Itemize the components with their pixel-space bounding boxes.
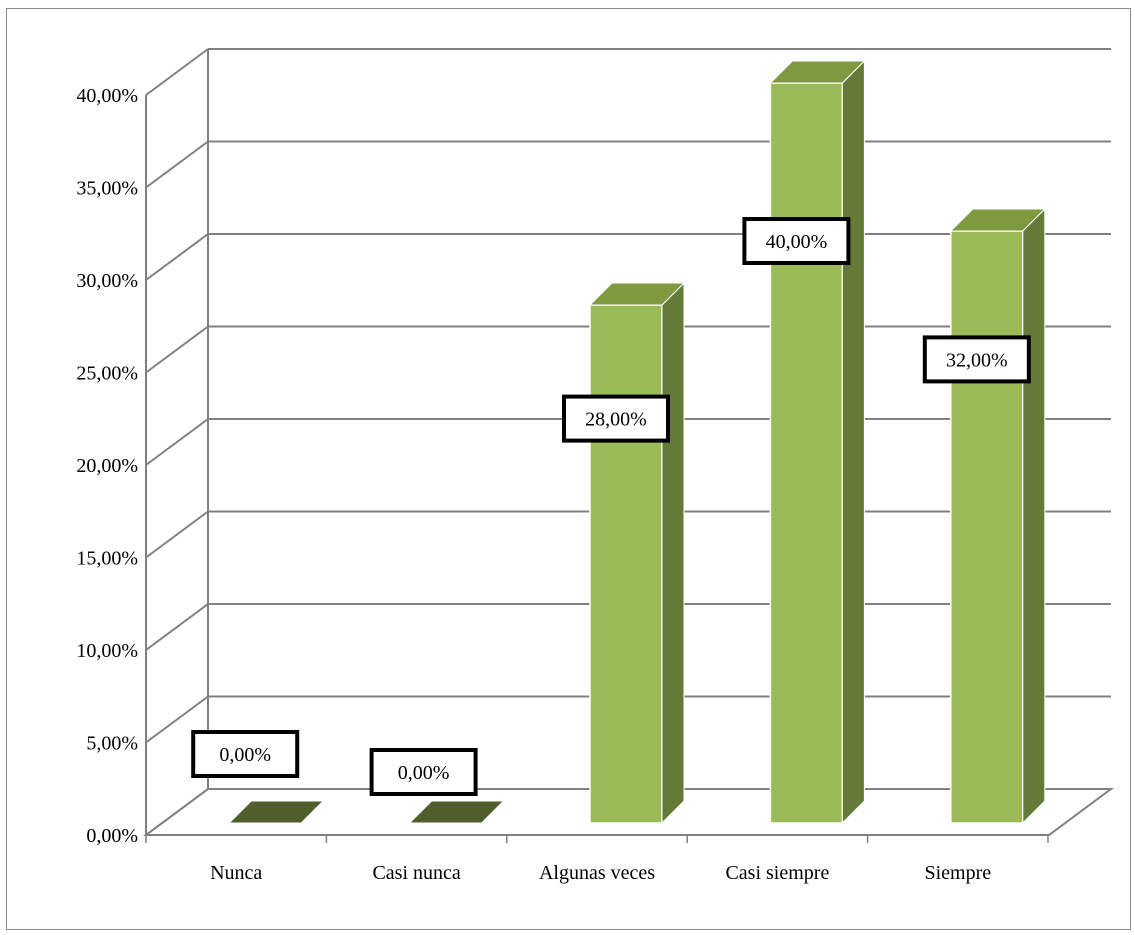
bar xyxy=(949,207,1047,825)
gridline-depth xyxy=(145,140,209,189)
x-ticks xyxy=(145,835,1049,843)
data-label-box xyxy=(369,748,478,796)
bar-zero xyxy=(227,800,325,824)
data-label-text: 32,00% xyxy=(946,349,1008,371)
data-label-box xyxy=(562,394,670,443)
bar-side xyxy=(1022,207,1046,825)
data-label-box xyxy=(191,730,300,778)
data-label-text: 0,00% xyxy=(219,744,271,766)
bar-front xyxy=(589,304,663,824)
bar xyxy=(227,800,325,824)
data-label-box xyxy=(922,335,1031,384)
bar xyxy=(408,800,505,824)
bar xyxy=(588,281,686,825)
bar-zero xyxy=(408,800,505,824)
x-category-label: Algunas veces xyxy=(539,862,655,884)
chart-frame: 0,00% 5,00% 10,00% 15,00% 20,00% 25,00% 30,00%… xyxy=(6,8,1131,930)
x-category-label: Casi siempre xyxy=(725,862,829,884)
y-tick-label: 35,00% xyxy=(76,178,138,200)
x-category-label: Nunca xyxy=(210,862,262,884)
y-tick-label: 20,00% xyxy=(76,455,138,477)
y-tick-label: 0,00% xyxy=(86,825,138,847)
bar-top xyxy=(769,60,866,84)
data-label: 32,00% xyxy=(922,335,1031,384)
y-tick-label: 5,00% xyxy=(86,733,138,755)
data-labels: 0,00% 0,00% 28,00% 40,00% 32,00% xyxy=(191,217,1031,796)
x-category-label: Siempre xyxy=(924,862,991,884)
gridline-depth xyxy=(145,233,209,281)
bar-top xyxy=(588,282,686,306)
y-tick-label: 40,00% xyxy=(76,85,138,107)
gridline-depth xyxy=(145,48,209,96)
x-category-label: Casi nunca xyxy=(372,862,460,884)
data-label-text: 28,00% xyxy=(585,409,647,431)
bar-top xyxy=(949,208,1047,232)
y-tick-label: 15,00% xyxy=(76,548,138,570)
data-label-text: 0,00% xyxy=(398,762,450,784)
bar-front xyxy=(769,82,844,824)
data-label-text: 40,00% xyxy=(766,231,828,253)
floor xyxy=(142,788,1115,836)
gridline-depth xyxy=(145,603,209,651)
bar-chart: 0,00% 5,00% 10,00% 15,00% 20,00% 25,00% 30,00%… xyxy=(76,48,1115,884)
bar xyxy=(769,59,866,825)
gridline-depth xyxy=(145,695,209,744)
gridline-depth xyxy=(145,510,209,559)
y-tick-labels: 0,00% 5,00% 10,00% 15,00% 20,00% 25,00% 30,00%… xyxy=(76,85,138,847)
bar-front xyxy=(950,230,1024,824)
data-label-box xyxy=(742,217,851,265)
y-tick-label: 25,00% xyxy=(76,363,138,385)
bar-side xyxy=(661,281,685,825)
y-tick-label: 30,00% xyxy=(76,270,138,292)
data-label: 28,00% xyxy=(562,394,670,443)
data-label: 0,00% xyxy=(191,730,300,778)
gridline-depth xyxy=(145,418,209,466)
bar-side xyxy=(841,59,865,825)
y-tick-label: 10,00% xyxy=(76,640,138,662)
gridline-depth xyxy=(145,325,209,374)
data-label: 0,00% xyxy=(369,748,478,796)
data-label: 40,00% xyxy=(742,217,851,265)
x-category-labels: Nunca Casi nunca Algunas veces Casi siempre… xyxy=(210,862,991,884)
